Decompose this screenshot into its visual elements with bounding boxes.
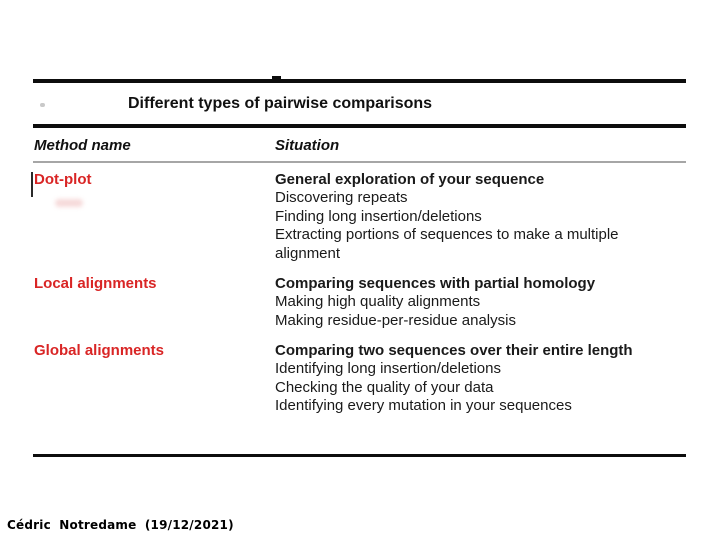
- column-header-method: Method name: [34, 137, 131, 154]
- table-outer-top-rule: [33, 79, 686, 83]
- header-top-rule: [33, 124, 686, 128]
- situation-list-dot-plot: General exploration of your sequence Dis…: [275, 171, 695, 263]
- method-name-dot-plot: Dot-plot: [34, 171, 92, 188]
- situation-line: Finding long insertion/deletions: [275, 207, 482, 225]
- column-header-situation: Situation: [275, 137, 340, 154]
- situation-line: General exploration of your sequence: [275, 171, 545, 188]
- method-name-global-alignments: Global alignments: [34, 342, 165, 359]
- situation-line: Discovering repeats: [275, 189, 408, 207]
- situation-line: Extracting portions of sequences to make…: [275, 226, 619, 244]
- table-bottom-rule: [33, 454, 686, 457]
- table-title: Different types of pairwise comparisons: [128, 95, 433, 112]
- situation-line: Identifying every mutation in your seque…: [275, 397, 572, 415]
- smudge-artifact: [55, 199, 83, 207]
- situation-line: Identifying long insertion/deletions: [275, 360, 501, 378]
- tick-artifact: [272, 76, 281, 80]
- situation-line: Making residue-per-residue analysis: [275, 311, 516, 329]
- text-cursor-artifact: [31, 172, 33, 197]
- method-name-local-alignments: Local alignments: [34, 275, 157, 292]
- situation-line: Comparing sequences with partial homolog…: [275, 275, 596, 292]
- speck-artifact: [40, 103, 45, 107]
- situation-list-global-alignments: Comparing two sequences over their entir…: [275, 342, 695, 416]
- situation-list-local-alignments: Comparing sequences with partial homolog…: [275, 275, 695, 330]
- situation-line: Checking the quality of your data: [275, 378, 494, 396]
- situation-line: Comparing two sequences over their entir…: [275, 342, 633, 359]
- author-credit: Cédric Notredame (19/12/2021): [7, 518, 234, 532]
- situation-line: Making high quality alignments: [275, 293, 481, 311]
- situation-line: alignment: [275, 244, 341, 262]
- header-bottom-rule: [33, 161, 686, 163]
